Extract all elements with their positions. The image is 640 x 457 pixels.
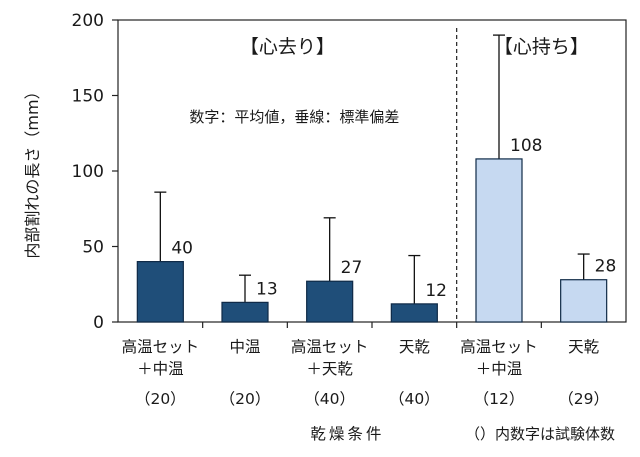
sample-size-label: （40）: [389, 390, 440, 408]
x-tick-label: 天乾: [568, 338, 599, 356]
y-axis-label: 内部割れの長さ（mm）: [23, 83, 42, 258]
data-label: 12: [425, 281, 447, 301]
bar: [390, 303, 438, 323]
x-tick-label: ＋天乾: [306, 360, 353, 378]
data-label: 40: [171, 239, 193, 259]
plot-frame: [117, 19, 627, 323]
x-tick-label: ＋中温: [476, 360, 523, 378]
data-label: 13: [256, 279, 278, 299]
y-tick-label: 50: [82, 238, 104, 258]
x-tick-label: 高温セット: [460, 338, 538, 356]
sample-size-label: （20）: [135, 390, 186, 408]
sample-size-label: （20）: [220, 390, 271, 408]
x-tick-label: ＋中温: [137, 360, 184, 378]
x-axis-label: 乾燥条件: [310, 425, 384, 443]
section-label: 【心去り】: [240, 36, 335, 58]
x-tick-label: 高温セット: [291, 338, 369, 356]
bar: [221, 301, 269, 323]
x-tick-label: 天乾: [399, 338, 430, 356]
y-tick-label: 150: [72, 87, 104, 107]
sample-size-label: （40）: [304, 390, 355, 408]
bar: [136, 261, 184, 323]
y-tick-label: 200: [72, 11, 104, 31]
x-tick-label: 高温セット: [122, 338, 200, 356]
data-label: 27: [341, 258, 363, 278]
bar: [306, 280, 354, 323]
y-tick-label: 0: [93, 313, 104, 333]
footnote: （）内数字は試験体数: [465, 425, 615, 443]
y-tick-label: 100: [72, 162, 104, 182]
sample-size-label: （12）: [474, 390, 525, 408]
x-tick-label: 中温: [229, 338, 260, 356]
note-text: 数字：平均値，垂線：標準偏差: [189, 108, 399, 126]
data-label: 108: [510, 136, 542, 156]
bar: [560, 279, 608, 323]
sample-size-label: （29）: [558, 390, 609, 408]
bar: [475, 158, 523, 323]
section-label: 【心持ち】: [494, 36, 589, 58]
data-label: 28: [595, 257, 617, 277]
